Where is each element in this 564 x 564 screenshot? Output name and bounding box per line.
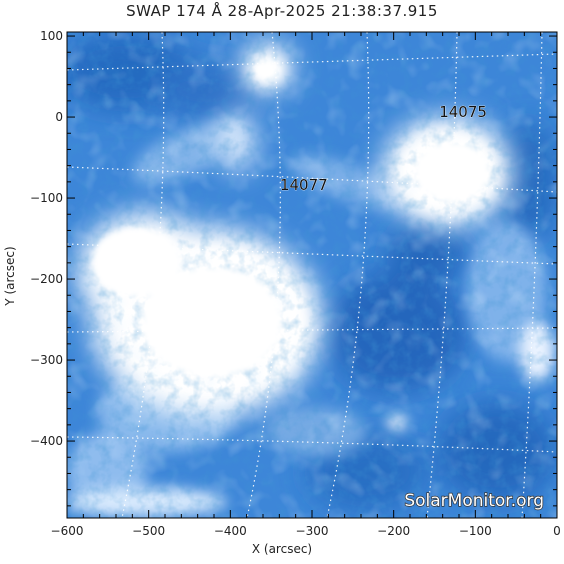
x-tick-label: −500 xyxy=(132,524,165,538)
y-tick-label: 100 xyxy=(40,29,63,43)
y-axis-title: Y (arcsec) xyxy=(3,246,17,306)
y-tick-label: −100 xyxy=(30,191,63,205)
solar-euv-image xyxy=(67,32,557,518)
x-tick-label: −100 xyxy=(459,524,492,538)
y-tick-label: −200 xyxy=(30,272,63,286)
x-tick-label: 0 xyxy=(553,524,561,538)
y-tick-label: −300 xyxy=(30,353,63,367)
x-tick-label: −600 xyxy=(51,524,84,538)
x-tick-label: −200 xyxy=(377,524,410,538)
solar-image-frame xyxy=(67,32,557,518)
x-tick-label: −300 xyxy=(296,524,329,538)
y-tick-label: −400 xyxy=(30,434,63,448)
x-tick-label: −400 xyxy=(214,524,247,538)
y-tick-label: 0 xyxy=(55,110,63,124)
plot-title: SWAP 174 Å 28-Apr-2025 21:38:37.915 xyxy=(126,2,438,20)
x-axis-title: X (arcsec) xyxy=(252,542,312,556)
